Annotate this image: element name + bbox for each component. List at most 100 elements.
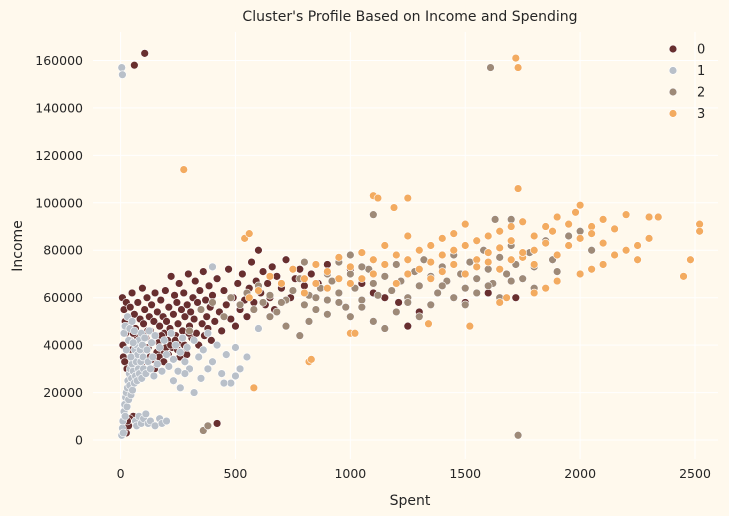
data-point bbox=[161, 286, 170, 295]
data-point bbox=[644, 234, 654, 243]
data-point bbox=[541, 238, 550, 248]
data-point bbox=[486, 63, 495, 72]
data-point bbox=[461, 219, 470, 229]
data-point bbox=[403, 255, 412, 264]
data-point bbox=[199, 345, 208, 355]
data-point bbox=[180, 369, 190, 378]
data-point bbox=[334, 274, 344, 283]
data-point bbox=[162, 350, 171, 359]
data-point bbox=[189, 314, 199, 324]
data-point bbox=[571, 208, 580, 217]
data-point bbox=[323, 260, 332, 269]
data-point bbox=[196, 305, 206, 314]
data-point bbox=[224, 265, 233, 274]
data-point bbox=[438, 250, 447, 260]
data-point bbox=[686, 255, 695, 264]
data-point bbox=[149, 317, 159, 326]
chart-title: Cluster's Profile Based on Income and Sp… bbox=[242, 9, 577, 25]
data-point bbox=[518, 217, 527, 226]
data-point bbox=[484, 257, 493, 267]
points-layer bbox=[117, 49, 704, 440]
data-point bbox=[177, 305, 186, 314]
data-point bbox=[495, 298, 504, 307]
data-point bbox=[304, 317, 314, 326]
data-point bbox=[513, 184, 523, 193]
data-point bbox=[373, 193, 383, 203]
data-point bbox=[164, 302, 174, 312]
data-point bbox=[587, 222, 596, 231]
data-point bbox=[564, 241, 573, 250]
data-point bbox=[176, 348, 185, 357]
data-point bbox=[254, 286, 263, 295]
data-point bbox=[587, 265, 596, 274]
data-point bbox=[153, 359, 162, 369]
data-point bbox=[392, 279, 401, 288]
data-point bbox=[654, 212, 663, 222]
data-point bbox=[194, 352, 203, 362]
data-point bbox=[380, 324, 390, 333]
data-point bbox=[392, 260, 401, 269]
data-point bbox=[621, 246, 631, 255]
data-point bbox=[490, 215, 500, 224]
data-point bbox=[126, 352, 136, 362]
data-point bbox=[357, 295, 367, 305]
data-point bbox=[122, 402, 132, 412]
data-point bbox=[242, 312, 252, 321]
x-tick-label: 0 bbox=[117, 466, 125, 481]
data-point bbox=[195, 286, 205, 295]
data-point bbox=[199, 267, 208, 276]
data-point bbox=[426, 274, 435, 283]
data-point bbox=[169, 376, 178, 385]
data-point bbox=[341, 302, 350, 312]
data-point bbox=[300, 281, 309, 291]
data-point bbox=[426, 257, 435, 267]
data-point bbox=[346, 279, 355, 288]
data-point bbox=[357, 248, 367, 257]
data-point bbox=[203, 364, 213, 374]
data-point bbox=[219, 312, 229, 321]
data-point bbox=[387, 286, 396, 295]
y-tick-label: 40000 bbox=[43, 338, 83, 353]
y-axis-title: Income bbox=[10, 220, 26, 272]
legend-label-2: 2 bbox=[697, 86, 705, 101]
data-point bbox=[179, 288, 188, 298]
data-point bbox=[415, 281, 424, 291]
data-point bbox=[127, 288, 137, 298]
series-2 bbox=[185, 63, 596, 440]
data-point bbox=[174, 279, 184, 288]
data-point bbox=[472, 255, 481, 264]
data-point bbox=[461, 284, 470, 293]
data-point bbox=[166, 329, 176, 338]
data-point bbox=[208, 291, 217, 300]
data-point bbox=[541, 284, 550, 293]
data-point bbox=[183, 343, 192, 352]
data-point bbox=[564, 231, 573, 241]
data-point bbox=[222, 350, 231, 359]
data-point bbox=[202, 312, 211, 321]
data-point bbox=[394, 298, 403, 307]
data-point bbox=[265, 291, 275, 300]
data-point bbox=[212, 419, 222, 428]
data-point bbox=[403, 193, 412, 203]
data-point bbox=[438, 281, 447, 291]
data-point bbox=[180, 312, 190, 321]
data-point bbox=[495, 243, 504, 253]
data-point bbox=[598, 215, 608, 224]
data-point bbox=[166, 272, 176, 281]
data-point bbox=[300, 300, 309, 310]
data-point bbox=[235, 300, 245, 310]
data-point bbox=[621, 210, 631, 219]
data-point bbox=[495, 253, 504, 262]
data-point bbox=[184, 269, 193, 279]
data-point bbox=[186, 307, 195, 317]
data-point bbox=[265, 272, 275, 281]
data-point bbox=[415, 312, 424, 321]
data-point bbox=[575, 234, 585, 243]
data-point bbox=[160, 336, 169, 345]
data-point bbox=[472, 262, 481, 272]
data-point bbox=[254, 324, 263, 333]
series-1 bbox=[117, 63, 263, 440]
data-point bbox=[231, 343, 240, 352]
data-point bbox=[389, 203, 399, 212]
data-point bbox=[502, 293, 511, 302]
